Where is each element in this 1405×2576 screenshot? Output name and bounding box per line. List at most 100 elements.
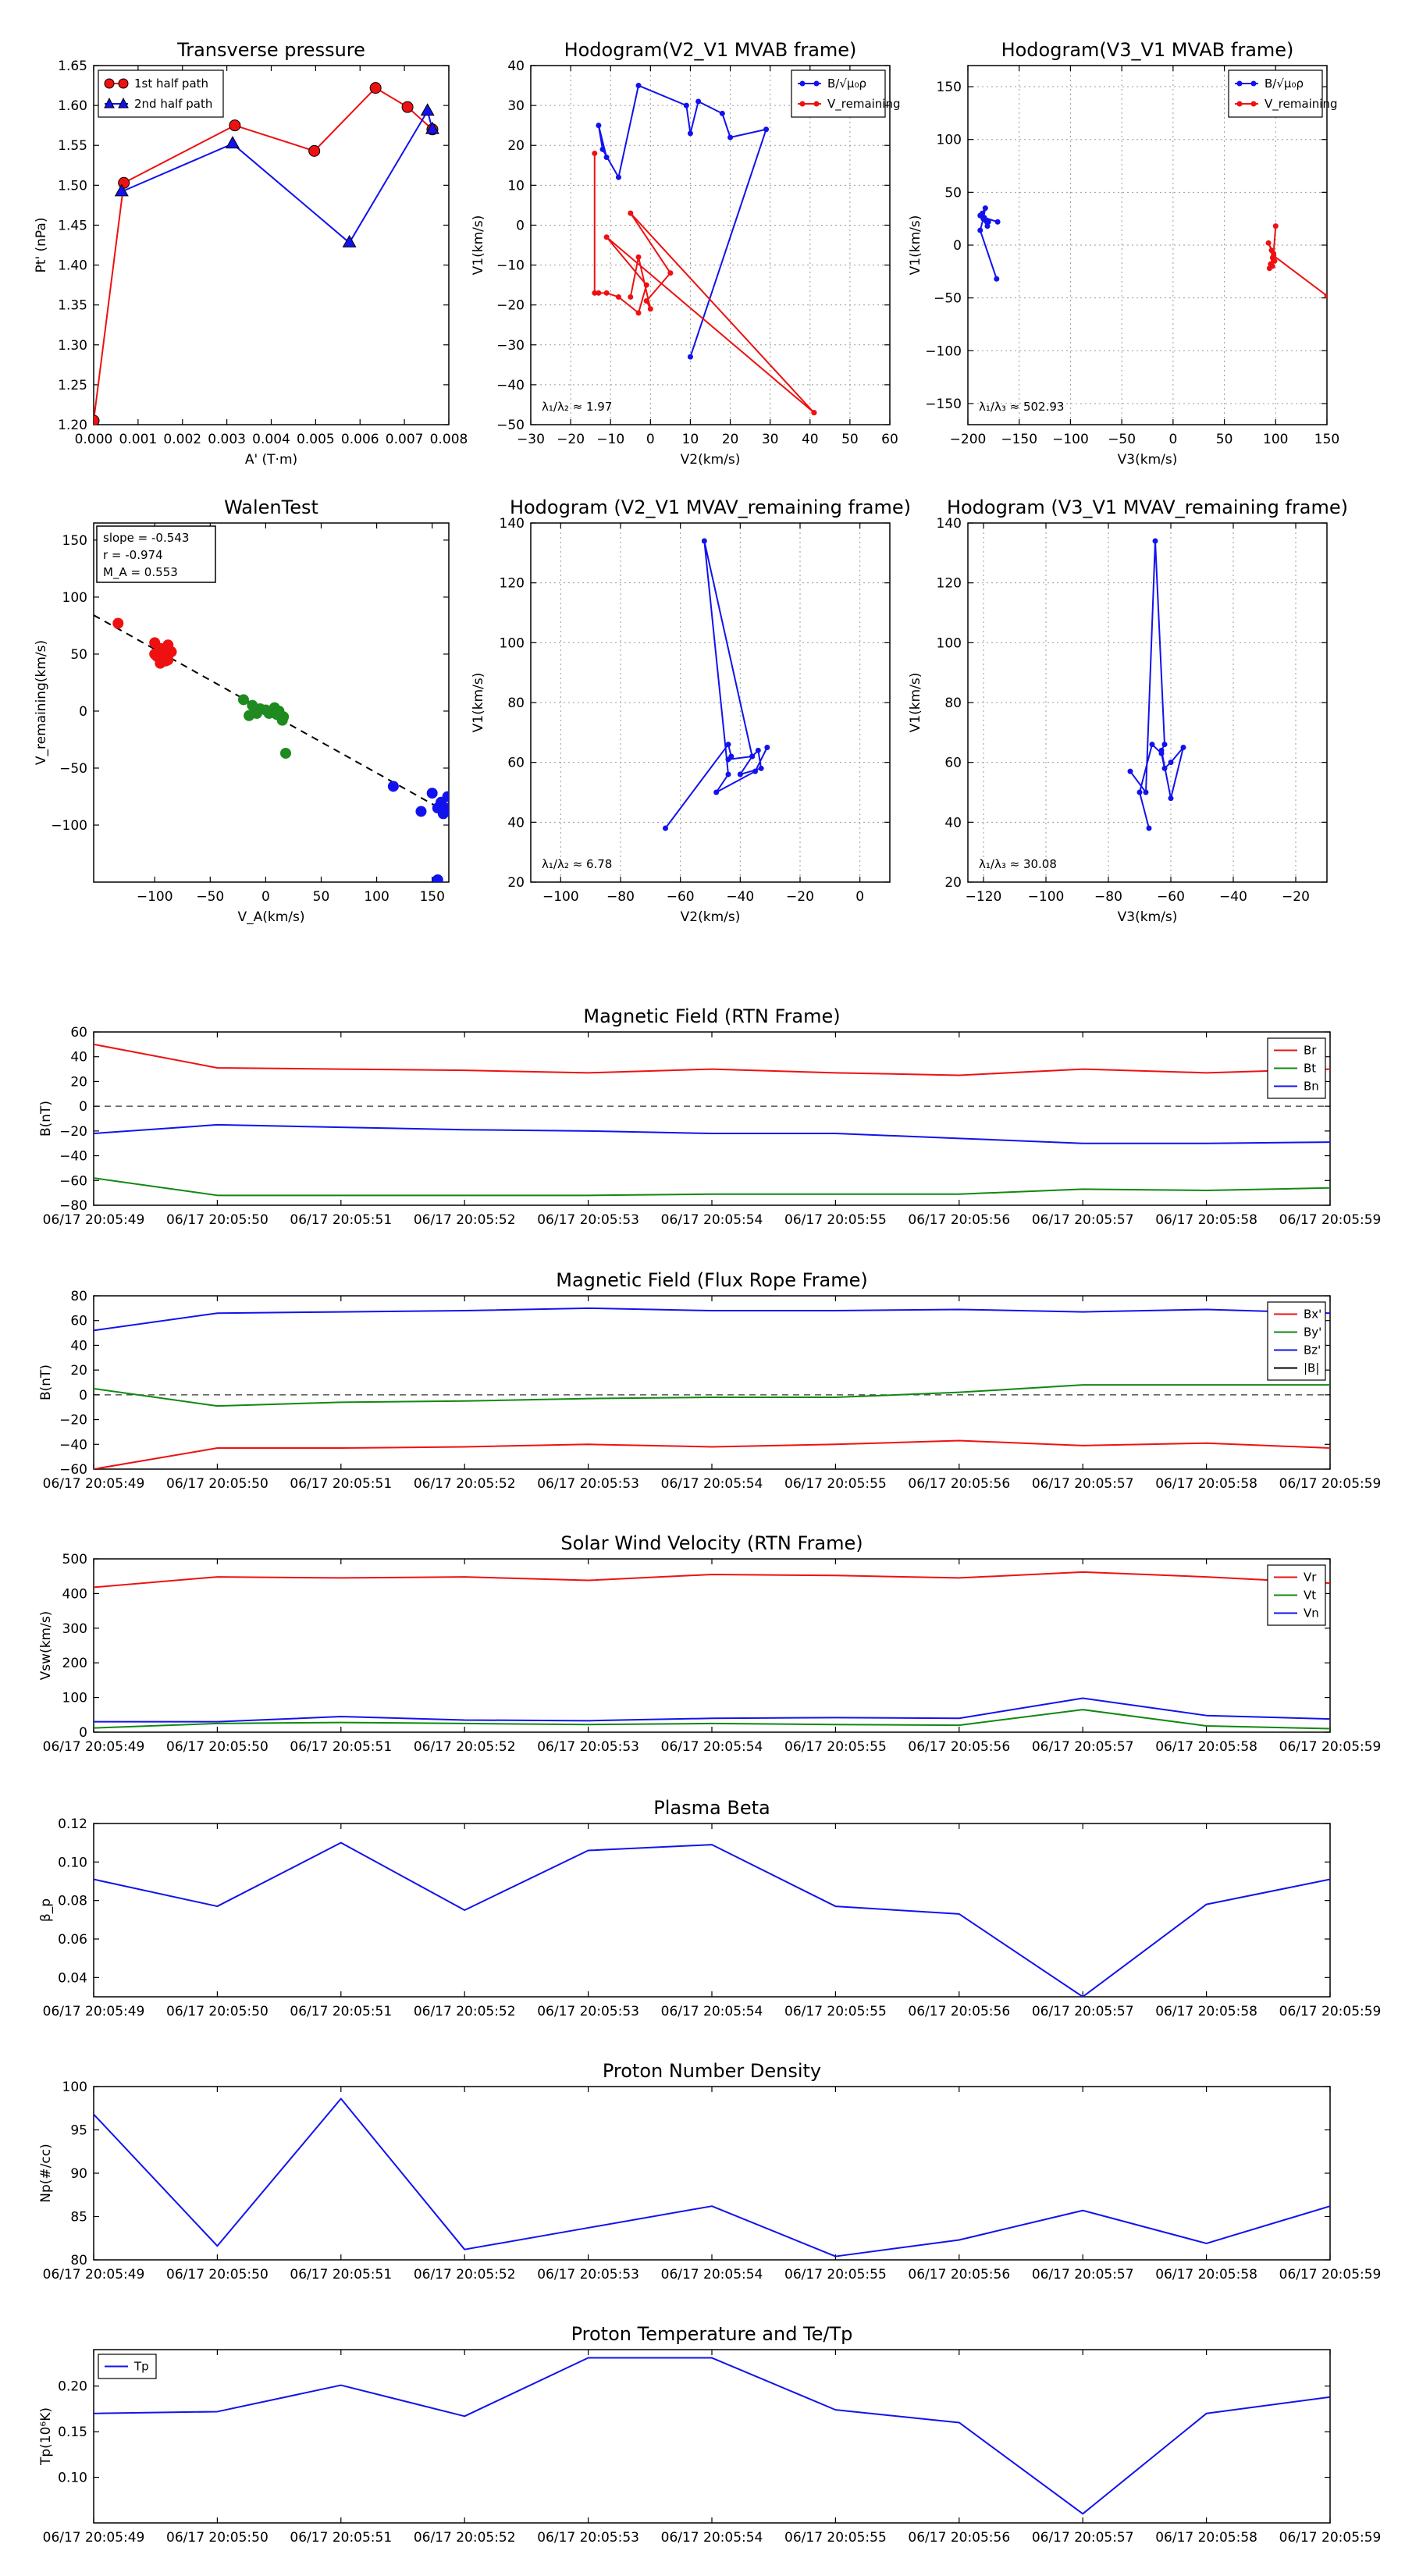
y-tick-label: 1.60 [58,98,87,114]
x-tick-label: 50 [313,889,330,905]
x-tick-label: −100 [542,889,579,905]
x-tick-label: 06/17 20:05:52 [414,2004,516,2019]
x-tick-label: 06/17 20:05:53 [537,1476,639,1492]
x-tick-label: 06/17 20:05:53 [537,2004,639,2019]
y-tick-label: 0.08 [58,1894,87,1909]
y-tick-label: 90 [70,2166,87,2182]
data-point [635,254,642,260]
chart-h4: −120 −100 −80 −60 −40 −20 20 40 60 80 100 120 140Hod… [908,496,1348,925]
x-axis-label: V_A(km/s) [237,909,304,925]
chart-ts3: 06/17 20:05:49 06/17 20:05:50 06/17 20:05:… [38,1532,1381,1755]
x-tick-label: −150 [1001,432,1037,447]
y-tick-label: 20 [944,875,962,891]
x-tick-label: 06/17 20:05:56 [908,2267,1010,2282]
x-tick-label: 10 [682,432,699,447]
series-line-bx- [94,1439,1330,1469]
y-axis-label: Vsw(km/s) [38,1611,54,1681]
x-tick-label: 06/17 20:05:54 [661,1476,763,1492]
x-tick-label: 50 [1216,432,1233,447]
x-tick-label: 06/17 20:05:51 [290,2004,392,2019]
axes-frame [93,1295,1331,1470]
series-line-h4 [1129,540,1184,829]
x-tick-label: −30 [517,432,545,447]
x-tick-label: −80 [606,889,635,905]
chart-title: Solar Wind Velocity (RTN Frame) [560,1532,863,1554]
y-tick-label: 0.10 [58,1855,87,1870]
data-point [981,215,987,221]
data-point [725,756,731,763]
y-tick-label: 0.15 [58,2425,87,2440]
x-tick-label: 06/17 20:05:56 [908,2530,1010,2546]
data-point [308,144,321,157]
x-tick-label: 06/17 20:05:53 [537,1739,639,1755]
x-tick-label: −200 [950,432,987,447]
x-tick-label: −100 [137,889,173,905]
data-point [667,270,674,276]
y-axis-label: V_remaining(km/s) [34,640,49,765]
legend-label: Bx' [1304,1308,1321,1322]
x-tick-label: 06/17 20:05:54 [661,1739,763,1755]
x-tick-label: 06/17 20:05:59 [1279,2004,1382,2019]
y-tick-label: 1.25 [58,378,87,393]
chart-h3: −100 −80 −60 −40 −20 0 20 40 60 80 100 120 140Hodogr… [471,496,911,925]
x-tick-label: 0.006 [341,432,379,447]
y-tick-label: 100 [937,133,962,148]
ratio-annotation: λ₁/λ₃ ≈ 502.93 [979,400,1064,414]
x-tick-label: 06/17 20:05:59 [1279,1212,1382,1228]
data-point [244,710,255,721]
y-tick-label: 0 [79,1388,87,1404]
x-tick-label: 06/17 20:05:59 [1279,1739,1382,1755]
data-point [1158,747,1165,753]
y-axis-label: B(nT) [38,1101,54,1137]
legend-marker [118,97,129,109]
data-point [758,765,764,771]
data-point [149,648,161,660]
stats-line: M_A = 0.553 [103,565,178,580]
data-point [1168,760,1174,766]
x-tick-label: 0.002 [163,432,201,447]
chart-walen: −100 −50 0 50 100 150 −100 −50 0 50 100 150 WalenTes… [34,496,450,925]
y-tick-label: 20 [507,875,525,891]
x-tick-label: 0 [855,889,864,905]
x-tick-label: 150 [1314,432,1339,447]
data-point [737,771,743,777]
data-point [683,102,689,109]
data-point [401,101,414,113]
x-tick-label: 0 [646,432,655,447]
data-point [628,294,634,300]
x-axis-label: V3(km/s) [1118,452,1178,468]
x-tick-label: 06/17 20:05:49 [43,2530,145,2546]
series-line-h1 [629,212,815,414]
plot-area [94,82,439,425]
x-tick-label: 06/17 20:05:57 [1032,2004,1134,2019]
data-point [635,83,642,89]
y-tick-label: 100 [62,2080,87,2095]
x-tick-label: 40 [802,432,819,447]
legend-label: B/√μ₀ρ [1264,76,1304,91]
data-point [1152,538,1158,544]
x-tick-label: −10 [596,432,624,447]
x-tick-label: −120 [966,889,1002,905]
x-tick-label: 06/17 20:05:50 [166,2004,269,2019]
x-tick-label: −20 [557,432,585,447]
x-tick-label: 0 [261,889,270,905]
x-tick-label: 06/17 20:05:52 [414,1212,516,1228]
x-tick-label: 06/17 20:05:58 [1155,2267,1257,2282]
legend: 1st half path 2nd half path [98,69,224,118]
data-point [763,126,770,133]
y-axis-label: Pt' (nPa) [34,218,49,273]
y-tick-label: 95 [70,2123,87,2139]
data-point [1272,223,1279,229]
axes-frame [93,1823,1331,1998]
plot-area [663,538,770,831]
legend: Vr Vt Vn [1267,1564,1326,1626]
x-tick-label: −20 [786,889,814,905]
plot-area [94,614,449,882]
y-tick-label: −60 [59,1173,87,1189]
data-point [443,806,449,817]
x-tick-label: 06/17 20:05:58 [1155,1212,1257,1228]
data-point [599,146,606,152]
chart-title: Proton Number Density [603,2060,821,2082]
x-tick-label: 06/17 20:05:59 [1279,2530,1382,2546]
